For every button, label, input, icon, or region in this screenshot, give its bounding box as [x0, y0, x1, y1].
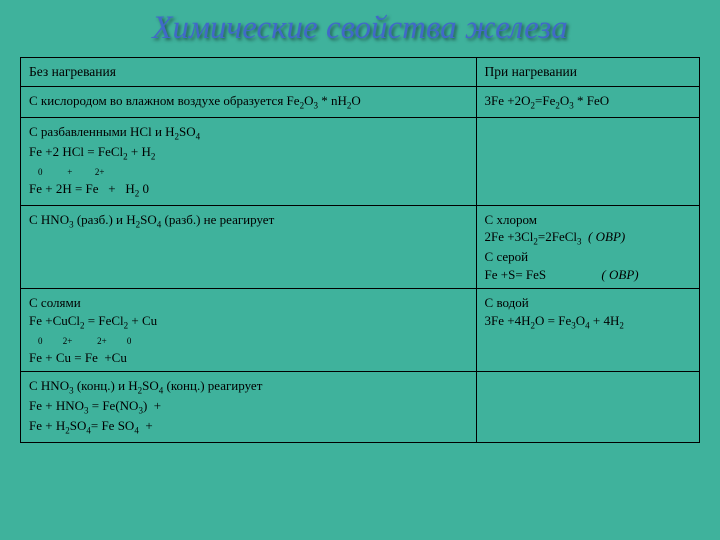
cell-left: С HNO3 (конц.) и H2SO4 (конц.) реагирует… — [21, 372, 477, 442]
table-header-row: Без нагревания При нагревании — [21, 58, 700, 87]
table-row: С разбавленными HCl и H2SO4Fe +2 HCl = F… — [21, 117, 700, 205]
cell-right: 3Fe +2O2=Fe2O3 * FeO — [476, 87, 699, 118]
table-row: С солямиFe +CuCl2 = FeCl2 + Cu 0 2+ 2+ 0… — [21, 289, 700, 372]
table-row: С HNO3 (разб.) и H2SO4 (разб.) не реагир… — [21, 205, 700, 288]
cell-right: С хлором2Fe +3Cl2=2FeCl3 ( ОВР)С серойFe… — [476, 205, 699, 288]
table-row: С кислородом во влажном воздухе образует… — [21, 87, 700, 118]
cell-right: С водой3Fe +4H2O = Fe3O4 + 4H2 — [476, 289, 699, 372]
page-title: Химические свойства железа — [20, 10, 700, 47]
chemistry-table: Без нагревания При нагревании С кислород… — [20, 57, 700, 443]
table-row: С HNO3 (конц.) и H2SO4 (конц.) реагирует… — [21, 372, 700, 442]
cell-left: С HNO3 (разб.) и H2SO4 (разб.) не реагир… — [21, 205, 477, 288]
cell-left: С солямиFe +CuCl2 = FeCl2 + Cu 0 2+ 2+ 0… — [21, 289, 477, 372]
header-right: При нагревании — [476, 58, 699, 87]
header-left: Без нагревания — [21, 58, 477, 87]
cell-left: С кислородом во влажном воздухе образует… — [21, 87, 477, 118]
cell-right — [476, 372, 699, 442]
cell-left: С разбавленными HCl и H2SO4Fe +2 HCl = F… — [21, 117, 477, 205]
cell-right — [476, 117, 699, 205]
